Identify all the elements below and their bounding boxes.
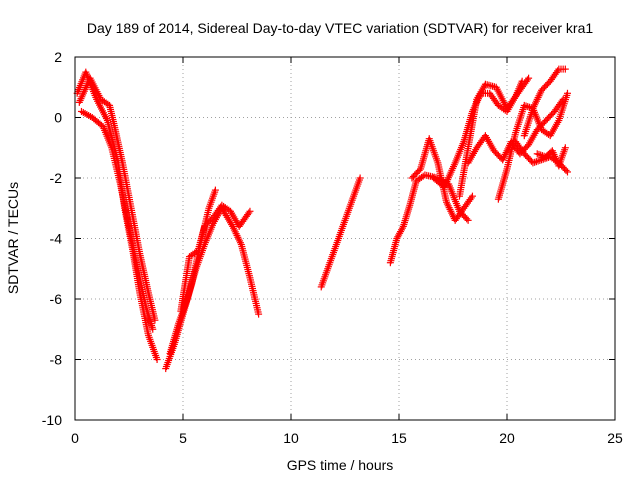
data-track-5	[166, 204, 263, 357]
data-point	[211, 186, 219, 194]
data-point	[464, 216, 472, 224]
y-tick-label: -8	[50, 352, 63, 368]
data-point	[537, 151, 545, 159]
y-tick-label: 0	[54, 110, 62, 126]
data-track-2	[75, 74, 159, 324]
data-point	[356, 174, 364, 182]
data-point	[525, 74, 533, 82]
data-point	[563, 168, 571, 176]
data-point	[523, 76, 531, 84]
data-point	[520, 101, 528, 109]
data-point	[534, 157, 542, 165]
x-tick-label: 10	[283, 430, 299, 446]
data-track-15	[512, 138, 571, 176]
data-point	[463, 215, 471, 223]
data-point	[561, 65, 569, 73]
data-point	[493, 100, 501, 108]
data-point	[535, 150, 543, 158]
data-points	[73, 65, 571, 373]
data-point	[153, 356, 161, 363]
x-tick-label: 5	[179, 430, 187, 446]
x-tick-label: 20	[499, 430, 515, 446]
y-tick-label: -10	[42, 412, 62, 428]
grid	[75, 57, 615, 420]
data-track-14	[520, 65, 569, 140]
data-point	[524, 103, 532, 111]
x-axis-label: GPS time / hours	[287, 457, 394, 473]
data-track-16	[533, 144, 569, 170]
data-point	[531, 158, 539, 166]
data-point	[562, 166, 570, 174]
y-tick-label: 2	[54, 49, 62, 65]
data-point	[533, 150, 541, 158]
plot-frame	[74, 56, 616, 421]
data-point	[415, 166, 423, 174]
data-point	[149, 325, 157, 333]
y-tick-label: -6	[50, 291, 63, 307]
x-tick-label: 15	[391, 430, 407, 446]
chart-title: Day 189 of 2014, Sidereal Day-to-day VTE…	[87, 20, 593, 36]
data-point	[563, 89, 571, 97]
data-point	[468, 192, 476, 200]
axis-ticks: 0 5 10 15 20 25 -10 -8 -6 -4 -2 0 2	[42, 49, 623, 446]
data-point	[554, 67, 562, 75]
data-point	[532, 158, 540, 166]
data-point	[536, 156, 544, 164]
data-track-6	[177, 201, 254, 315]
data-point	[561, 144, 569, 152]
data-point	[246, 207, 254, 215]
x-tick-label: 25	[607, 430, 623, 446]
data-point	[540, 152, 548, 160]
data-point	[467, 194, 475, 202]
data-track-13	[494, 89, 571, 203]
data-track-8	[386, 171, 472, 267]
y-tick-label: -2	[50, 170, 63, 186]
data-point	[398, 224, 406, 232]
data-track-7	[317, 174, 364, 291]
data-track-12	[464, 95, 567, 167]
data-point	[529, 159, 537, 167]
x-tick-label: 0	[71, 430, 79, 446]
data-point	[522, 102, 530, 110]
data-point	[245, 209, 253, 217]
data-point	[255, 310, 263, 318]
data-point	[538, 156, 546, 164]
data-track-3	[77, 107, 157, 333]
y-tick-label: -4	[50, 231, 63, 247]
y-axis-label: SDTVAR / TECUs	[5, 182, 21, 294]
